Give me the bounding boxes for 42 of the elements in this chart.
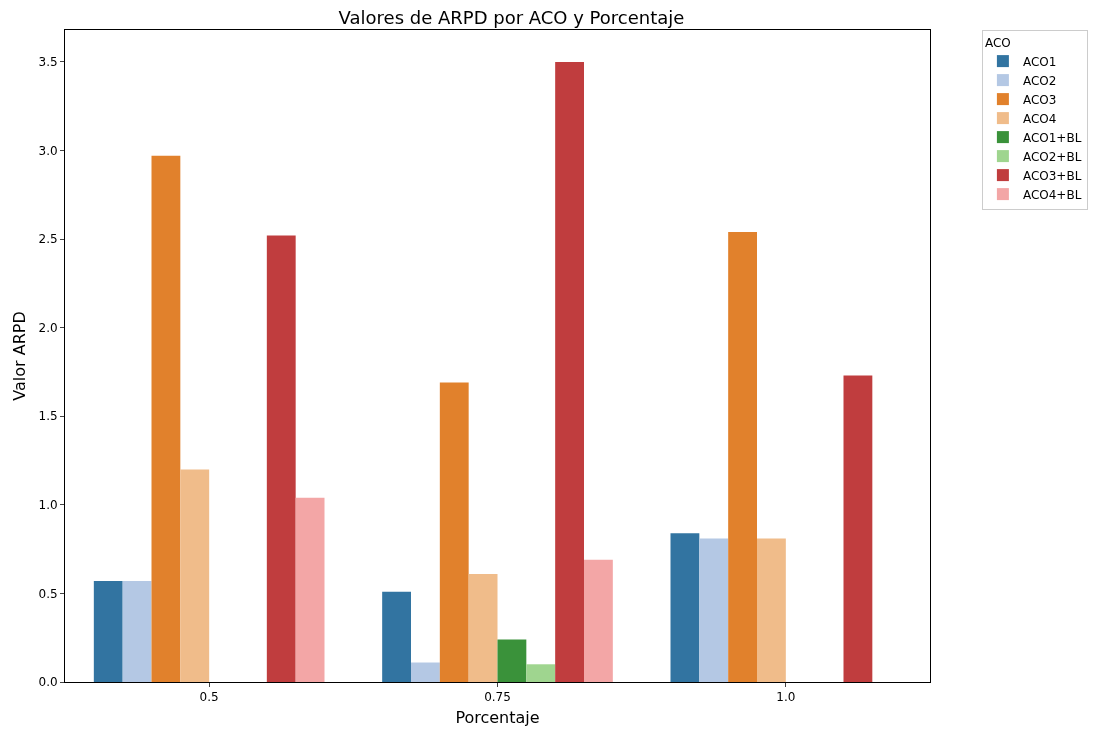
y-tick-label: 3.5	[38, 55, 58, 70]
bar	[122, 581, 152, 682]
y-tick-label: 1.0	[38, 498, 58, 513]
chart-title: Valores de ARPD por ACO y Porcentaje	[338, 6, 685, 28]
legend-label: ACO2	[1022, 73, 1057, 88]
legend-label: ACO4	[1022, 111, 1057, 126]
bar	[670, 533, 700, 682]
bar	[295, 497, 325, 682]
bar	[266, 235, 296, 682]
legend-title: ACO	[984, 35, 1011, 50]
bar	[468, 573, 498, 682]
legend-label: ACO3+BL	[1022, 168, 1082, 183]
x-tick-label: 1.0	[776, 690, 796, 705]
x-tick-label: 0.5	[199, 690, 219, 705]
bar	[728, 231, 757, 682]
bar	[555, 61, 584, 682]
bar	[411, 662, 440, 682]
legend-label: ACO2+BL	[1022, 149, 1082, 164]
bar	[93, 581, 123, 682]
y-tick-label: 1.5	[38, 409, 58, 424]
bar	[151, 155, 181, 682]
bar	[180, 469, 210, 682]
bar	[497, 639, 527, 682]
legend-label: ACO1	[1022, 54, 1057, 69]
bar	[382, 591, 411, 682]
bar	[439, 382, 469, 682]
x-axis-title: Porcentaje	[455, 708, 540, 728]
x-tick-label: 0.75	[484, 690, 511, 705]
y-axis-title: Valor ARPD	[10, 311, 30, 401]
y-tick-label: 0.0	[38, 675, 58, 690]
y-tick-label: 2.0	[38, 320, 58, 335]
bar	[843, 375, 873, 682]
bar	[699, 538, 729, 682]
y-tick-label: 0.5	[38, 586, 58, 601]
y-tick-label: 2.5	[38, 232, 58, 247]
y-tick-label: 3.0	[38, 143, 58, 158]
legend-label: ACO4+BL	[1022, 187, 1082, 202]
legend-label: ACO1+BL	[1022, 130, 1082, 145]
legend-label: ACO3	[1022, 92, 1057, 107]
bar	[584, 559, 613, 682]
bar	[526, 664, 556, 682]
bar	[757, 538, 786, 682]
